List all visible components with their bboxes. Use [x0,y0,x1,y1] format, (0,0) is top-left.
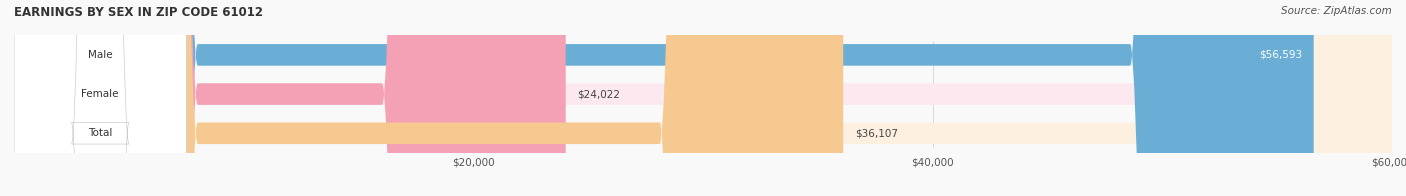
FancyBboxPatch shape [14,0,1392,196]
Text: EARNINGS BY SEX IN ZIP CODE 61012: EARNINGS BY SEX IN ZIP CODE 61012 [14,6,263,19]
FancyBboxPatch shape [14,0,186,196]
Text: Male: Male [87,50,112,60]
Text: Total: Total [89,128,112,138]
FancyBboxPatch shape [14,0,1392,196]
Text: Female: Female [82,89,120,99]
FancyBboxPatch shape [14,0,1392,196]
Text: $36,107: $36,107 [855,128,897,138]
Text: $24,022: $24,022 [578,89,620,99]
FancyBboxPatch shape [14,0,565,196]
FancyBboxPatch shape [14,0,844,196]
Text: Source: ZipAtlas.com: Source: ZipAtlas.com [1281,6,1392,16]
FancyBboxPatch shape [14,0,186,196]
Text: $56,593: $56,593 [1260,50,1302,60]
FancyBboxPatch shape [14,0,1313,196]
FancyBboxPatch shape [14,0,186,196]
